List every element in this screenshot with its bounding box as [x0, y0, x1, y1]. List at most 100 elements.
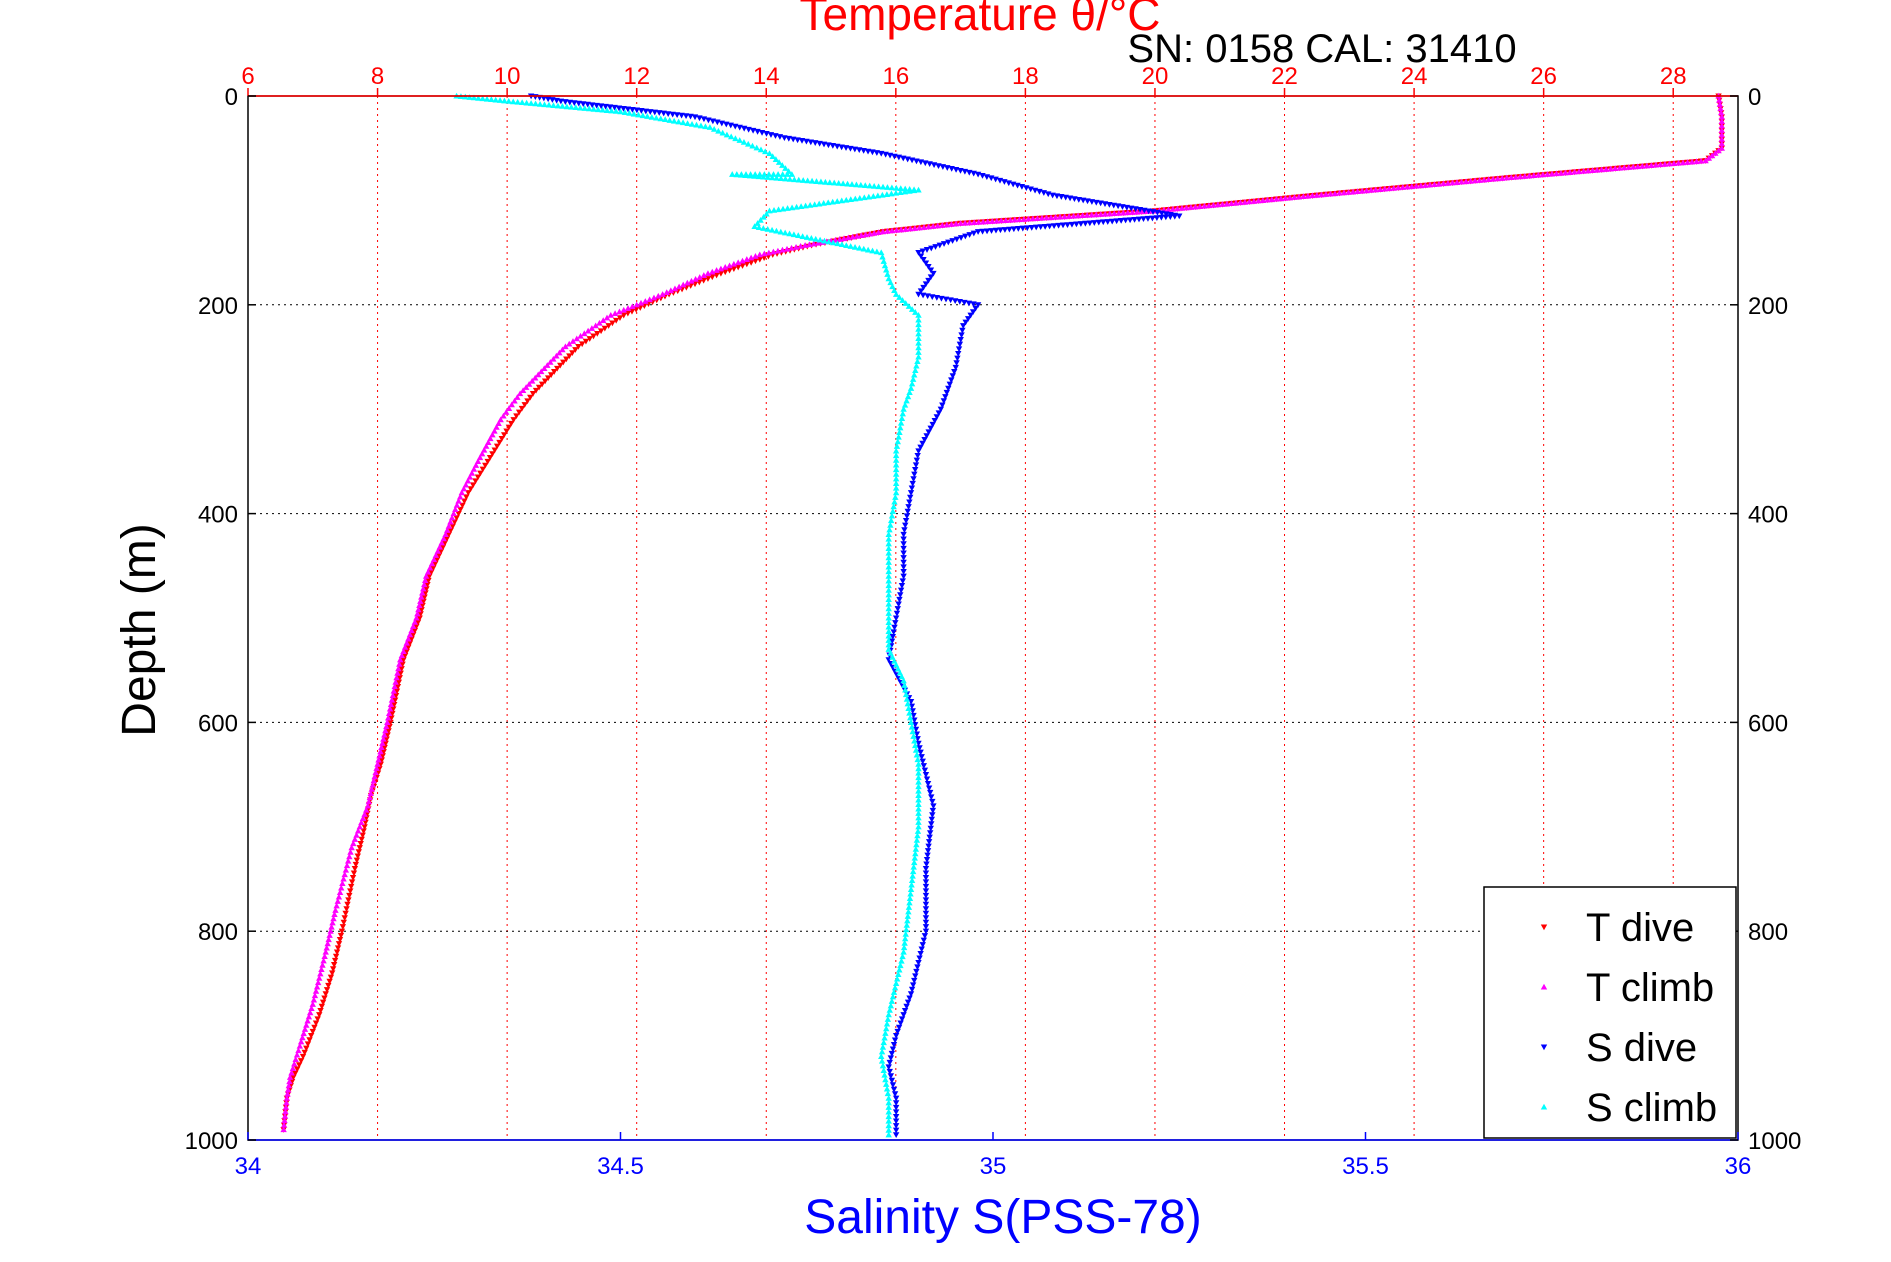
data-point-t-climb — [330, 915, 337, 922]
data-point-s-climb — [885, 1127, 892, 1133]
data-point-s-climb — [764, 226, 771, 232]
data-point-s-climb — [886, 1007, 893, 1013]
data-point-t-dive — [449, 523, 456, 530]
data-point-t-dive — [451, 519, 458, 526]
data-point-s-climb — [860, 245, 867, 252]
data-point-s-climb — [885, 1113, 892, 1120]
data-point-s-climb — [492, 96, 499, 103]
data-point-s-dive — [974, 229, 982, 235]
data-point-t-climb — [840, 235, 848, 242]
data-point-t-climb — [505, 405, 513, 412]
data-point-t-climb — [304, 1017, 311, 1024]
data-point-s-climb — [586, 105, 593, 112]
data-point-s-dive — [891, 1091, 899, 1097]
data-point-s-dive — [909, 708, 916, 714]
data-point-s-dive — [896, 596, 903, 603]
data-point-t-climb — [1708, 152, 1716, 159]
data-point-t-dive — [457, 506, 464, 513]
data-point-t-climb — [943, 221, 951, 228]
data-point-t-climb — [1043, 214, 1050, 221]
data-point-s-climb — [766, 207, 773, 214]
data-point-s-climb — [891, 984, 899, 991]
data-point-s-climb — [684, 120, 691, 126]
data-point-t-climb — [420, 585, 427, 592]
data-point-s-dive — [812, 140, 819, 146]
data-point-s-climb — [755, 173, 763, 180]
data-point-t-dive — [347, 888, 354, 895]
data-point-t-climb — [596, 319, 603, 326]
data-point-t-dive — [409, 632, 417, 638]
data-point-t-dive — [437, 548, 445, 555]
data-point-s-climb — [887, 1002, 895, 1009]
data-point-t-dive — [441, 540, 449, 547]
data-point-s-climb — [884, 1016, 892, 1022]
data-point-s-climb — [915, 321, 922, 328]
data-point-t-climb — [801, 242, 809, 248]
chart-title: Temperature θ/°C — [800, 0, 1161, 40]
data-point-t-climb — [1102, 210, 1109, 217]
data-point-s-dive — [891, 624, 898, 631]
data-point-s-climb — [913, 837, 921, 843]
data-point-s-climb — [906, 895, 914, 901]
data-point-s-dive — [924, 852, 931, 859]
data-point-t-climb — [500, 412, 507, 419]
data-point-t-dive — [491, 447, 498, 454]
data-point-s-climb — [773, 227, 780, 234]
data-point-s-climb — [915, 335, 922, 341]
data-point-s-dive — [892, 1123, 900, 1129]
data-point-t-climb — [516, 390, 524, 397]
data-point-s-climb — [914, 828, 922, 834]
data-point-t-climb — [770, 248, 777, 255]
data-point-s-climb — [723, 131, 731, 138]
data-point-t-climb — [1376, 186, 1384, 192]
data-point-t-climb — [713, 267, 720, 273]
data-point-s-dive — [842, 145, 850, 151]
tick-label-depth-right-600: 600 — [1748, 710, 1788, 737]
data-point-s-climb — [857, 181, 865, 188]
data-point-t-dive — [486, 455, 494, 461]
data-point-t-climb — [419, 589, 426, 596]
data-point-s-dive — [907, 991, 915, 998]
data-point-s-climb — [563, 103, 571, 110]
data-point-s-climb — [733, 171, 740, 178]
data-point-s-climb — [816, 236, 824, 243]
data-point-s-dive — [972, 305, 979, 312]
tick-label-temperature-22: 22 — [1271, 63, 1298, 90]
data-point-s-dive — [927, 425, 934, 432]
data-point-s-dive — [924, 293, 931, 300]
data-point-s-climb — [879, 253, 886, 260]
data-point-s-climb — [536, 100, 544, 107]
data-point-t-climb — [562, 343, 569, 350]
data-point-s-climb — [885, 563, 892, 570]
data-point-s-dive — [914, 964, 921, 971]
data-point-s-dive — [925, 277, 932, 284]
data-point-s-climb — [915, 349, 922, 355]
data-point-s-dive — [893, 610, 901, 617]
data-point-t-dive — [560, 359, 567, 366]
data-point-s-dive — [955, 350, 962, 357]
data-point-s-climb — [885, 619, 892, 626]
data-point-s-climb — [911, 371, 918, 378]
data-point-t-dive — [317, 1007, 324, 1014]
data-point-t-climb — [1237, 199, 1244, 206]
data-point-s-dive — [904, 508, 911, 515]
data-point-t-dive — [386, 724, 393, 730]
data-point-s-dive — [915, 291, 922, 298]
data-point-s-climb — [830, 239, 837, 246]
data-point-t-climb — [1395, 184, 1402, 191]
data-point-s-climb — [853, 181, 860, 188]
data-point-s-dive — [935, 410, 943, 417]
data-point-t-climb — [282, 1103, 290, 1110]
data-point-s-dive — [611, 104, 618, 111]
data-point-t-dive — [453, 515, 460, 521]
data-point-s-dive — [885, 1064, 892, 1071]
data-point-t-climb — [381, 731, 388, 738]
data-point-s-climb — [904, 913, 912, 919]
data-point-s-climb — [878, 1048, 886, 1055]
data-point-t-climb — [659, 291, 666, 297]
data-point-s-climb — [897, 189, 904, 196]
data-point-t-climb — [853, 233, 861, 239]
data-point-s-climb — [779, 162, 786, 168]
data-point-s-dive — [847, 145, 854, 152]
data-point-s-climb — [888, 184, 896, 191]
